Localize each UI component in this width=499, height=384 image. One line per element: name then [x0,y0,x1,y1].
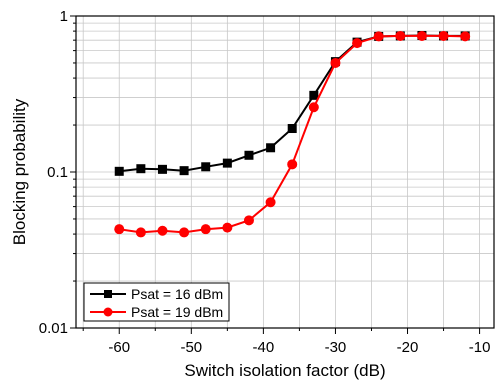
data-point-series-1 [287,124,297,134]
y-tick-label: 1 [60,8,68,25]
data-point-series-1 [244,150,254,160]
data-point-series-1 [114,166,124,176]
grid [76,16,494,328]
data-point-series-2 [222,222,233,233]
series-layer [114,30,471,238]
legend-label-1: Psat = 16 dBm [131,286,223,302]
legend: Psat = 16 dBm Psat = 19 dBm [83,282,230,322]
data-point-series-2 [416,30,427,41]
legend-item-1: Psat = 16 dBm [90,286,223,302]
x-tick-label: -10 [469,339,491,356]
data-point-series-2 [243,215,254,226]
legend-marker-1 [104,290,112,298]
x-tick-label: -20 [397,339,419,356]
legend-item-2: Psat = 19 dBm [90,304,223,320]
data-point-series-2 [135,227,146,238]
data-point-series-1 [201,162,211,172]
x-tick-label: -60 [108,339,130,356]
data-point-series-1 [266,143,276,153]
x-tick-label: -40 [253,339,275,356]
data-point-series-2 [330,57,341,68]
data-point-series-1 [309,90,319,100]
x-tick-label: -30 [325,339,347,356]
axes-layer: -60 -50 -40 -30 -20 -10 0.01 0.1 1 [39,8,491,356]
data-point-series-2 [308,102,319,113]
data-point-series-1 [157,164,167,174]
data-point-series-2 [395,30,406,41]
data-point-series-2 [114,224,125,235]
data-point-series-2 [373,31,384,42]
legend-label-2: Psat = 19 dBm [131,304,223,320]
data-point-series-2 [157,225,168,236]
y-axis-title: Blocking probability [10,98,29,245]
data-point-series-2 [179,227,190,238]
data-point-series-1 [179,166,189,176]
data-point-series-2 [438,30,449,41]
data-point-series-2 [200,224,211,235]
legend-marker-2 [103,307,113,317]
data-point-series-2 [352,38,363,49]
data-point-series-1 [136,164,146,174]
y-tick-label: 0.1 [47,164,68,181]
x-tick-label: -50 [180,339,202,356]
x-axis-title: Switch isolation factor (dB) [184,361,385,380]
data-point-series-2 [460,31,471,42]
data-point-series-1 [222,158,232,168]
y-tick-label: 0.01 [39,320,68,337]
data-point-series-2 [265,197,276,208]
data-point-series-2 [287,159,298,170]
